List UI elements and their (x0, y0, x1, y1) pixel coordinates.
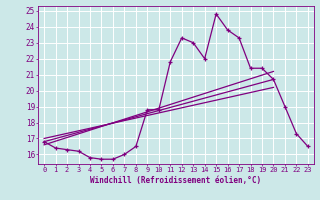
X-axis label: Windchill (Refroidissement éolien,°C): Windchill (Refroidissement éolien,°C) (91, 176, 261, 185)
